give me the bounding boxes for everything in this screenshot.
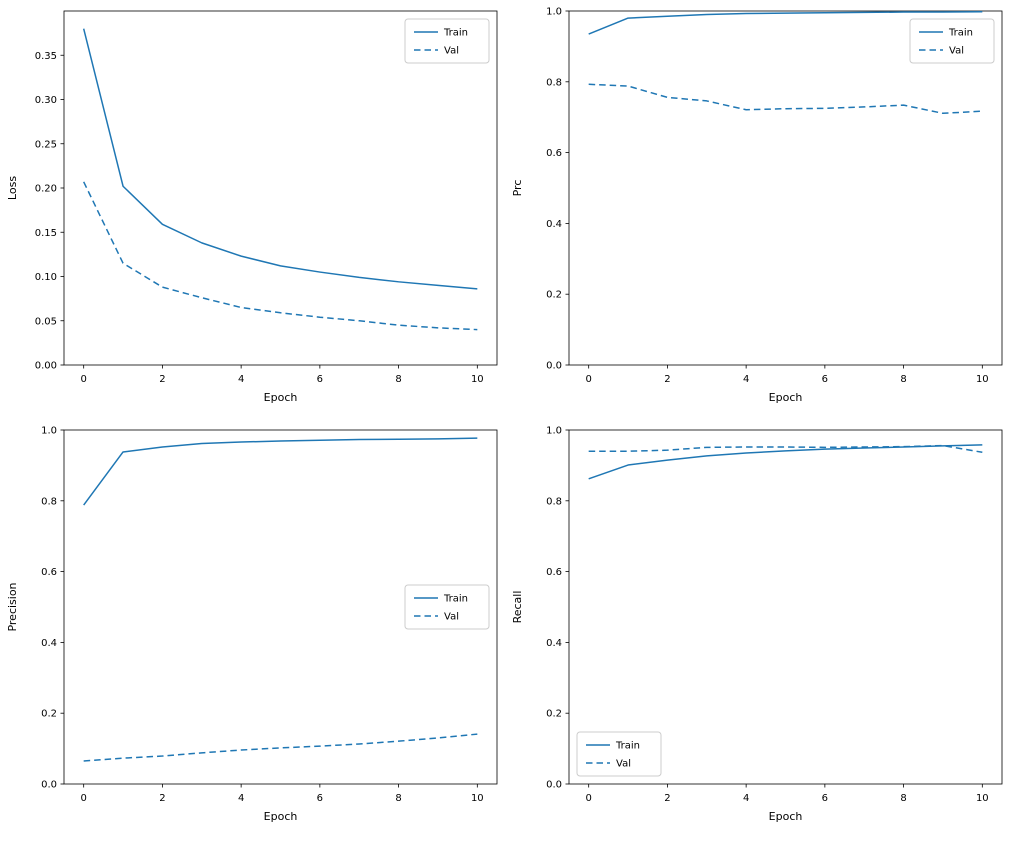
y-tick-label: 0.6 — [546, 567, 562, 578]
x-tick-label: 0 — [585, 793, 591, 804]
series-line-val — [588, 444, 983, 454]
loss-chart: 0 2 4 6 8 10 0.00 0.05 0.10 0.15 0.20 0.25 0.30 0.35 L… — [0, 0, 505, 419]
axes-spines — [63, 10, 498, 366]
y-axis-label: Loss — [6, 176, 19, 200]
x-tick-label: 0 — [80, 793, 86, 804]
x-tick-label: 4 — [238, 793, 244, 804]
x-tick-label: 2 — [664, 793, 670, 804]
x-axis-label: Epoch — [769, 810, 803, 823]
x-tick-label: 6 — [822, 793, 828, 804]
y-tick-label: 1.0 — [546, 7, 562, 18]
legend-box — [576, 731, 662, 777]
series-line-train — [82, 28, 478, 290]
x-axis-label: Epoch — [264, 810, 298, 823]
y-tick-label: 0.6 — [546, 148, 562, 159]
legend-label-train: Train — [615, 741, 640, 752]
y-tick-label: 0.0 — [546, 780, 562, 791]
x-tick-label: 2 — [159, 793, 165, 804]
y-axis-label: Prc — [511, 180, 524, 197]
legend-label-val: Val — [949, 46, 964, 57]
recall-chart: 0 2 4 6 8 10 0.0 0.2 0.4 0.6 0.8 1.0 Recall Epoch Trai… — [505, 419, 1010, 838]
y-tick-label: 0.2 — [546, 290, 562, 301]
x-tick-label: 8 — [395, 374, 401, 385]
precision-chart: 0 2 4 6 8 10 0.0 0.2 0.4 0.6 0.8 1.0 Precision Epoch T… — [0, 419, 505, 838]
x-tick-label: 4 — [238, 374, 244, 385]
x-tick-label: 8 — [395, 793, 401, 804]
x-tick-label: 6 — [822, 374, 828, 385]
series-line-train — [588, 10, 983, 35]
series-line-val — [83, 181, 478, 331]
series-line-train — [83, 437, 478, 506]
prc-chart: 0 2 4 6 8 10 0.0 0.2 0.4 0.6 0.8 1.0 Prc Epoch Train Va… — [505, 0, 1010, 419]
y-tick-label: 0.00 — [35, 361, 57, 372]
legend-label-train: Train — [443, 594, 468, 605]
legend-box — [404, 584, 490, 630]
x-tick-label: 10 — [471, 793, 484, 804]
x-tick-label: 8 — [900, 793, 906, 804]
legend: Train Val — [909, 18, 995, 64]
x-tick-label: 6 — [317, 793, 323, 804]
y-axis-label: Recall — [511, 591, 524, 624]
legend: Train Val — [576, 731, 662, 777]
series-line-val — [83, 733, 478, 762]
recall-plot: 0 2 4 6 8 10 0.0 0.2 0.4 0.6 0.8 1.0 Recall Epoch Trai… — [511, 426, 1003, 823]
legend-box — [909, 18, 995, 64]
y-tick-label: 0.2 — [41, 709, 57, 720]
y-tick-label: 0.25 — [35, 139, 57, 150]
axes-spines — [568, 429, 1003, 785]
x-tick-label: 2 — [664, 374, 670, 385]
series-line-train — [588, 444, 983, 480]
y-tick-label: 0.10 — [35, 272, 57, 283]
y-tick-label: 0.35 — [35, 51, 57, 62]
axes-spines — [568, 10, 1003, 366]
x-tick-label: 0 — [585, 374, 591, 385]
legend-label-val: Val — [444, 612, 459, 623]
precision-plot: 0 2 4 6 8 10 0.0 0.2 0.4 0.6 0.8 1.0 Precision Epoch T… — [6, 426, 498, 823]
y-tick-label: 0.8 — [41, 496, 57, 507]
y-tick-label: 0.20 — [35, 184, 57, 195]
legend: Train Val — [404, 18, 490, 64]
x-tick-label: 2 — [159, 374, 165, 385]
axes-spines — [63, 429, 498, 785]
y-tick-label: 0.2 — [546, 709, 562, 720]
x-tick-label: 8 — [900, 374, 906, 385]
x-tick-label: 4 — [743, 793, 749, 804]
y-tick-label: 1.0 — [546, 426, 562, 437]
legend-box — [404, 18, 490, 64]
y-tick-label: 0.8 — [546, 77, 562, 88]
y-tick-label: 0.4 — [41, 638, 57, 649]
x-axis-label: Epoch — [769, 391, 803, 404]
x-tick-label: 10 — [976, 793, 989, 804]
x-axis-label: Epoch — [264, 391, 298, 404]
loss-plot: 0 2 4 6 8 10 0.00 0.05 0.10 0.15 0.20 0.25 0.30 0.35 L… — [6, 10, 498, 404]
legend-label-val: Val — [444, 46, 459, 57]
y-tick-label: 0.0 — [41, 780, 57, 791]
y-tick-label: 0.4 — [546, 219, 562, 230]
y-tick-label: 0.15 — [35, 228, 57, 239]
y-tick-label: 0.30 — [35, 95, 57, 106]
x-tick-label: 6 — [317, 374, 323, 385]
legend: Train Val — [404, 584, 490, 630]
prc-plot: 0 2 4 6 8 10 0.0 0.2 0.4 0.6 0.8 1.0 Prc Epoch Train Va… — [511, 7, 1003, 404]
y-tick-label: 0.4 — [546, 638, 562, 649]
y-tick-label: 0.6 — [41, 567, 57, 578]
x-tick-label: 10 — [471, 374, 484, 385]
x-tick-label: 4 — [743, 374, 749, 385]
x-tick-label: 0 — [80, 374, 86, 385]
series-line-val — [588, 83, 983, 115]
y-tick-label: 0.8 — [546, 496, 562, 507]
legend-label-val: Val — [616, 759, 631, 770]
y-tick-label: 0.05 — [35, 316, 57, 327]
legend-label-train: Train — [443, 28, 468, 39]
legend-label-train: Train — [948, 28, 973, 39]
y-tick-label: 0.0 — [546, 361, 562, 372]
x-tick-label: 10 — [976, 374, 989, 385]
y-tick-label: 1.0 — [41, 426, 57, 437]
y-axis-label: Precision — [6, 582, 19, 631]
